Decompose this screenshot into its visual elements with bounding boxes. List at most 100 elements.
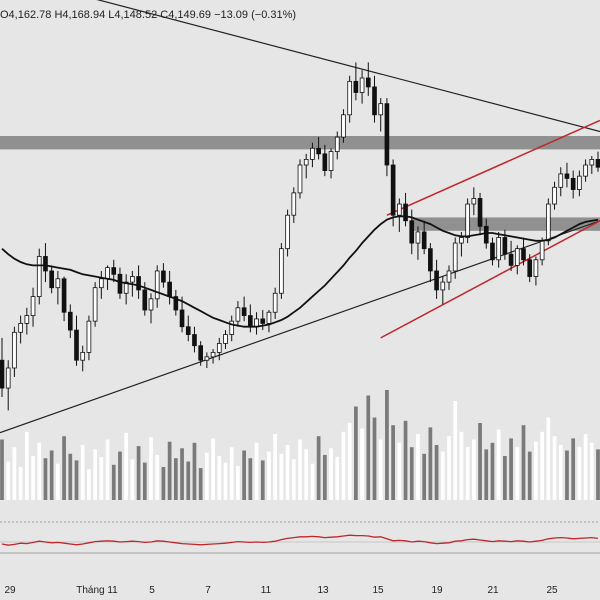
volume-bar [62,436,66,500]
volume-bar [192,442,197,500]
volume-bar [378,439,383,500]
candle-body [316,147,321,155]
volume-bar [310,463,315,500]
candle-body [185,326,191,335]
candle-body [421,231,427,250]
candle-body [248,315,253,328]
x-tick-label: 29 [4,585,16,596]
volume-bar [385,390,389,500]
candle-body [161,270,166,283]
candle-body [260,318,266,324]
ohlc-change: −13.09 (−0.31%) [214,9,297,21]
candle-body [12,331,17,369]
volume-bar [521,425,526,500]
volume-bar [173,458,178,500]
volume-bar [459,431,464,500]
candle-body [223,334,228,344]
ohlc-open: O4,162.78 [0,9,52,21]
x-tick-label: 15 [372,585,384,596]
volume-bar [577,447,582,500]
volume-bar [316,436,321,500]
candle-body [390,164,396,216]
volume-bar [565,450,569,500]
candle-body [378,103,384,116]
candle-body [291,192,297,216]
ohlc-close: C4,149.69 [160,9,212,21]
candle-body [490,242,495,261]
candle-body [154,270,160,300]
volume-bar [205,452,209,500]
volume-bar [509,438,513,500]
candle-body [502,237,508,255]
volume-bar [229,447,234,500]
volume-bar [558,445,563,500]
volume-bar [130,459,135,500]
candle-body [397,203,402,216]
candle-body [67,311,73,331]
candle-body [589,159,595,166]
candle-body [328,151,334,171]
candle-body [0,359,5,389]
volume-bar [211,438,215,500]
volume-bar [496,429,501,500]
volume-bar [515,447,520,500]
candle-body [80,351,86,361]
upper-trendline [96,0,600,133]
volume-bar [471,439,476,500]
volume-bar [527,451,532,500]
candle-body [521,248,526,261]
volume-bar [341,431,346,500]
volume-bar [416,434,420,500]
candle-body [130,276,135,283]
volume-bar [391,425,395,500]
candle-body [459,237,464,244]
candle-body [558,173,564,188]
x-tick-label: 25 [546,585,558,596]
candle-body [266,311,272,324]
volume-bar [87,469,91,500]
candle-body [241,307,247,316]
volume-bar [24,431,29,500]
candle-body [384,103,390,166]
candle-body [334,136,340,153]
candle-body [446,270,452,283]
x-tick-label: 19 [431,585,443,596]
candle-body [583,164,588,177]
candle-body [123,281,129,294]
volume-bar [31,456,35,500]
candle-body [341,114,346,138]
volume-bar [111,464,116,500]
candle-body [365,77,371,88]
channel-lower-line [380,220,600,339]
channel-upper-line [386,119,600,216]
resistance-zone [0,136,600,150]
volume-bar [254,442,259,500]
volume-bar [298,439,302,500]
candle-body [322,153,328,171]
candle-body [595,159,600,168]
support-zone [411,217,600,231]
candle-body [210,351,216,358]
candle-body [148,298,154,311]
x-tick-label: Tháng 11 [76,585,118,596]
candle-body [310,147,315,160]
candle-body [142,289,148,311]
candle-body [285,214,290,250]
candle-body [347,80,352,116]
volume-bar [43,458,48,500]
candle-body [564,173,570,179]
volume-bar [335,457,340,500]
volume-bar [589,442,594,500]
candle-body [49,270,54,289]
volume-bar [347,423,352,500]
candle-body [546,203,551,242]
volume-bar [80,445,85,500]
candle-body [36,256,42,298]
candle-body [465,203,470,238]
volume-bar [304,449,309,500]
volume-bar [155,454,160,500]
volume-bar [329,448,333,500]
volume-bar [12,447,17,500]
volume-bar [403,420,408,500]
